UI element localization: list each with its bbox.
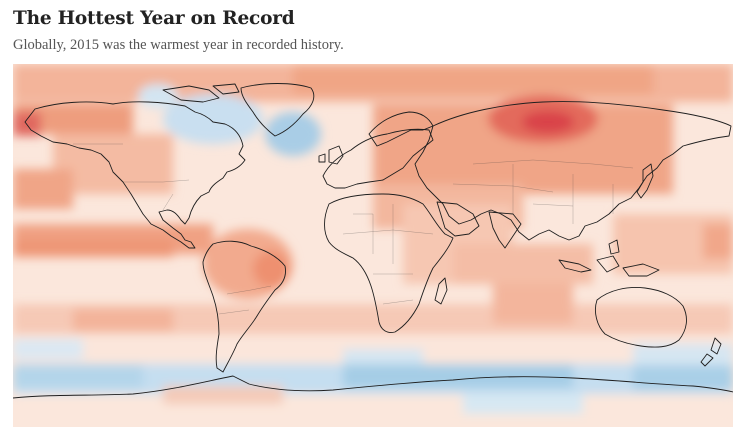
new-zealand-outline [700,337,722,367]
indonesia-outline [558,239,660,277]
madagascar-outline [434,277,448,305]
india-outline [488,211,522,249]
japan-outline [636,163,654,199]
arabian-peninsula-outline [436,201,480,237]
australia-outline [594,287,687,348]
south-america-outline [202,240,286,373]
anomaly-fields [13,64,733,427]
headline: The Hottest Year on Record [13,8,295,29]
scandinavia-outline [368,111,434,147]
temperature-anomaly-map [13,64,733,427]
dek: Globally, 2015 was the warmest year in r… [13,37,344,53]
asia-outline [414,101,732,241]
africa-outline [324,193,454,333]
land-outlines [13,83,733,399]
british-isles-outline [318,145,344,165]
country-borders [73,143,634,315]
antarctica-outline [13,375,733,399]
arctic-islands-outline [162,83,240,103]
greenland-outline [240,83,315,137]
north-america-outline [24,101,246,249]
